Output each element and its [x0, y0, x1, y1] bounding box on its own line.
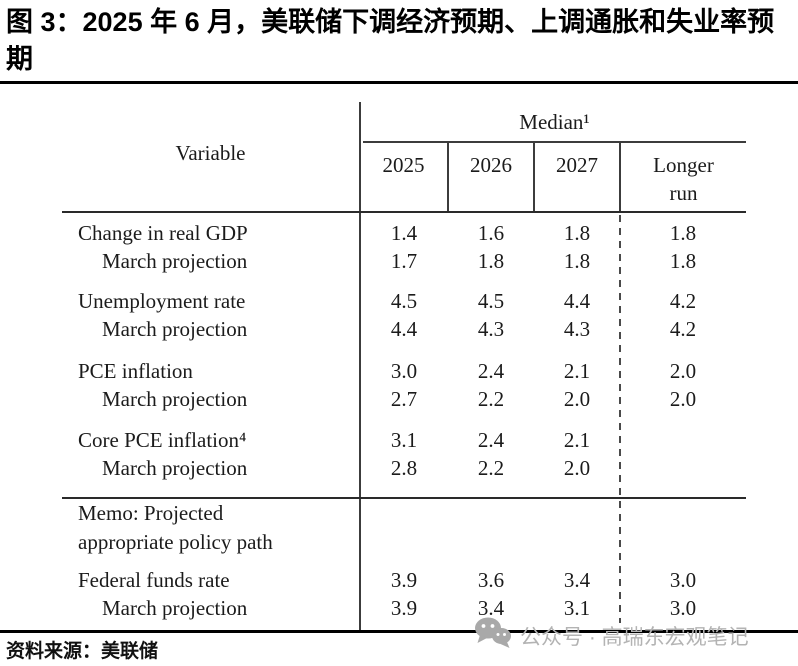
cell-2027: 2.0	[563, 387, 591, 411]
memo-section-rule	[62, 497, 746, 499]
cell-longer-run: 2.0	[669, 387, 697, 411]
cell-longer-run: 1.8	[669, 249, 697, 273]
cell-longer-run: 1.8	[669, 221, 697, 245]
cell-longer-run: 3.0	[669, 568, 697, 592]
figure-title: 图 3：2025 年 6 月，美联储下调经济预期、上调通胀和失业率预期	[6, 7, 775, 74]
cell-2027: 3.1	[563, 596, 591, 620]
row-label: March projection	[102, 596, 248, 620]
watermark: 公众号 · 高瑞东宏观笔记	[474, 616, 749, 656]
cell-longer-run: 4.2	[669, 289, 697, 313]
column-header-variable: Variable	[175, 141, 246, 165]
row-label: Change in real GDP	[78, 221, 248, 245]
table-row-unemployment-march: March projection 4.4 4.3 4.3 4.2	[62, 315, 746, 343]
cell-2027: 2.1	[563, 428, 591, 452]
cell-2027: 4.3	[563, 317, 591, 341]
column-header-2025: 2025	[382, 153, 425, 177]
cell-2026: 1.8	[477, 249, 505, 273]
cell-2026: 2.4	[477, 428, 505, 452]
cell-2025: 3.9	[390, 568, 418, 592]
cell-2025: 2.8	[390, 456, 418, 480]
column-separator-2025-2026	[447, 143, 449, 211]
source-note: 资料来源：美联储	[6, 641, 159, 662]
row-label: Unemployment rate	[78, 289, 246, 313]
table-row-pce-march: March projection 2.7 2.2 2.0 2.0	[62, 385, 746, 413]
cell-2026: 4.5	[477, 289, 505, 313]
cell-2025: 3.9	[390, 596, 418, 620]
row-label: March projection	[102, 317, 248, 341]
cell-2025: 2.7	[390, 387, 418, 411]
column-separator-2026-2027	[533, 143, 535, 211]
title-divider	[0, 81, 798, 84]
row-label: Memo: Projected	[78, 501, 224, 525]
cell-2026: 2.2	[477, 387, 505, 411]
cell-2025: 4.5	[390, 289, 418, 313]
row-label: Federal funds rate	[78, 568, 230, 592]
cell-longer-run: 2.0	[669, 359, 697, 383]
table-row-core-pce: Core PCE inflation⁴ 3.1 2.4 2.1	[62, 426, 746, 454]
cell-2027: 3.4	[563, 568, 591, 592]
cell-2025: 1.4	[390, 221, 418, 245]
footer-divider	[0, 630, 798, 633]
table-row-memo-line2: appropriate policy path	[62, 528, 746, 556]
column-header-longer-run: Longer run	[653, 153, 714, 205]
cell-longer-run: 4.2	[669, 317, 697, 341]
cell-2026: 2.2	[477, 456, 505, 480]
cell-2027: 4.4	[563, 289, 591, 313]
row-label: Core PCE inflation⁴	[78, 428, 247, 452]
wechat-icon	[474, 616, 512, 656]
row-label: March projection	[102, 249, 248, 273]
cell-2025: 3.0	[390, 359, 418, 383]
row-label: PCE inflation	[78, 359, 193, 383]
cell-2027: 1.8	[563, 221, 591, 245]
column-separator-2027-longer	[619, 143, 621, 211]
cell-2026: 1.6	[477, 221, 505, 245]
cell-2025: 4.4	[390, 317, 418, 341]
row-label: March projection	[102, 456, 248, 480]
cell-longer-run: 3.0	[669, 596, 697, 620]
table-row-gdp: Change in real GDP 1.4 1.6 1.8 1.8	[62, 219, 746, 247]
cell-2026: 3.6	[477, 568, 505, 592]
table-row-ffr: Federal funds rate 3.9 3.6 3.4 3.0	[62, 566, 746, 594]
cell-2026: 4.3	[477, 317, 505, 341]
cell-2027: 2.0	[563, 456, 591, 480]
cell-2025: 3.1	[390, 428, 418, 452]
column-group-header-median: Median¹	[519, 110, 590, 134]
table-row-pce: PCE inflation 3.0 2.4 2.1 2.0	[62, 357, 746, 385]
table-row-gdp-march: March projection 1.7 1.8 1.8 1.8	[62, 247, 746, 275]
cell-2026: 3.4	[477, 596, 505, 620]
row-label: appropriate policy path	[78, 530, 273, 554]
header-bottom-rule	[62, 211, 746, 213]
table-row-core-pce-march: March projection 2.8 2.2 2.0	[62, 454, 746, 482]
longer-run-dashed-divider	[619, 215, 621, 623]
table-row-memo-line1: Memo: Projected	[62, 499, 746, 527]
cell-2026: 2.4	[477, 359, 505, 383]
table-vertical-divider	[359, 102, 361, 632]
sep-projection-table: Variable Median¹ 2025 2026 2027 Longer r…	[62, 100, 746, 632]
table-row-ffr-march: March projection 3.9 3.4 3.1 3.0	[62, 594, 746, 622]
row-label: March projection	[102, 387, 248, 411]
column-header-2026: 2026	[470, 153, 512, 177]
cell-2025: 1.7	[390, 249, 418, 273]
cell-2027: 1.8	[563, 249, 591, 273]
watermark-text: 公众号 · 高瑞东宏观笔记	[520, 626, 749, 649]
table-row-unemployment: Unemployment rate 4.5 4.5 4.4 4.2	[62, 287, 746, 315]
column-header-2027: 2027	[556, 153, 598, 177]
median-underline	[363, 141, 746, 143]
cell-2027: 2.1	[563, 359, 591, 383]
